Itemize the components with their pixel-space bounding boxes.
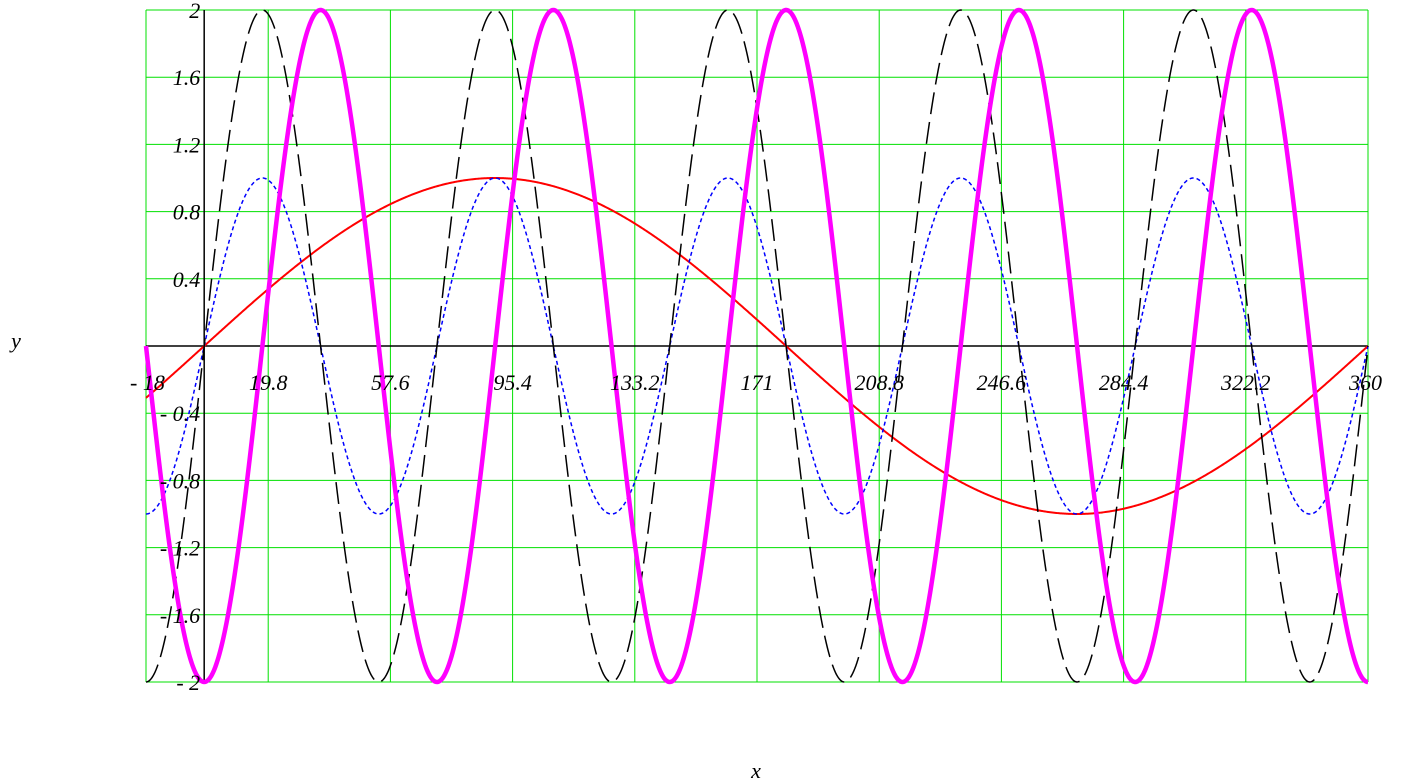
x-tick-label: 57.6: [371, 370, 410, 395]
y-tick-label: - 0.4: [160, 401, 200, 426]
x-axis-label: x: [750, 758, 761, 782]
x-tick-label: 246.6: [977, 370, 1027, 395]
y-tick-label: - 1.6: [160, 603, 200, 628]
y-tick-label: 0.4: [173, 267, 201, 292]
series-group: [143, 7, 1369, 685]
y-tick-label: - 0.8: [160, 468, 200, 493]
x-tick-label: 171: [741, 370, 774, 395]
y-tick-label: - 2: [176, 670, 200, 695]
x-tick-label: 95.4: [493, 370, 532, 395]
y-tick-label: 1.6: [173, 65, 201, 90]
y-axis-label: y: [9, 328, 21, 353]
x-tick-label: - 18: [130, 370, 165, 395]
x-tick-label: 360: [1348, 370, 1382, 395]
series-line-1: [145, 177, 1369, 515]
x-tick-label: 208.8: [854, 370, 904, 395]
y-tick-label: 0.8: [173, 200, 201, 225]
y-tick-label: - 1.2: [160, 536, 200, 561]
tick-labels: - 18 19.8 57.6 95.4 133.2 171 208.8 246.6 284.4 3…: [130, 0, 1382, 695]
series-line-4: [143, 7, 1369, 685]
x-tick-label: 322.2: [1220, 370, 1271, 395]
series-line-2: [145, 177, 1369, 515]
x-tick-label: 19.8: [249, 370, 288, 395]
x-tick-label: 284.4: [1099, 370, 1149, 395]
y-tick-label: 2: [189, 0, 200, 23]
x-tick-label: 133.2: [610, 370, 660, 395]
y-tick-label: 1.2: [173, 132, 201, 157]
